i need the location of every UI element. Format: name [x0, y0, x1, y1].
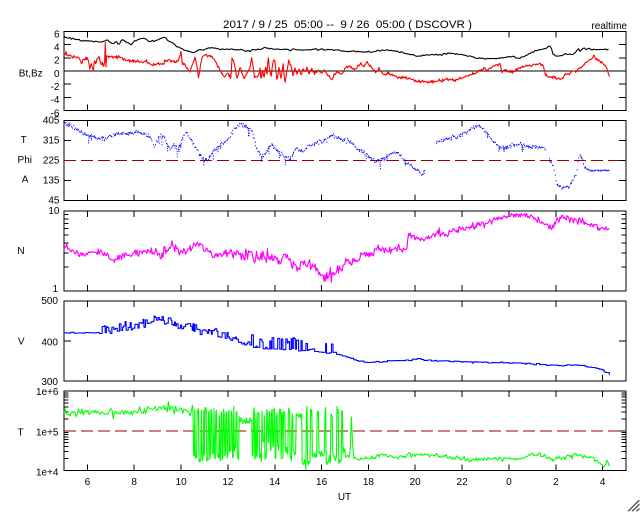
- svg-text:225: 225: [43, 155, 60, 166]
- svg-text:10: 10: [48, 206, 60, 217]
- svg-text:1e+4: 1e+4: [36, 468, 59, 479]
- svg-text:4: 4: [600, 477, 606, 488]
- svg-text:0: 0: [506, 477, 512, 488]
- svg-text:T: T: [21, 135, 27, 146]
- svg-text:-2: -2: [51, 82, 60, 93]
- svg-text:UT: UT: [338, 492, 351, 503]
- svg-text:2017 / 9 / 25 05:00 -- 9 / 2: 2017 / 9 / 25 05:00 -- 9 / 26 05:00 ( DS…: [223, 19, 472, 31]
- svg-text:4: 4: [54, 43, 60, 54]
- svg-text:405: 405: [43, 115, 60, 126]
- svg-text:Bt,Bz: Bt,Bz: [19, 69, 43, 80]
- svg-text:10: 10: [176, 477, 188, 488]
- svg-text:45: 45: [48, 195, 60, 206]
- svg-text:1e+5: 1e+5: [36, 428, 59, 439]
- svg-text:6: 6: [54, 29, 60, 40]
- svg-text:N: N: [17, 246, 24, 257]
- svg-text:300: 300: [41, 377, 58, 388]
- svg-text:1: 1: [52, 284, 58, 295]
- svg-text:-4: -4: [51, 95, 60, 106]
- svg-text:realtime: realtime: [591, 21, 627, 32]
- svg-text:16: 16: [316, 477, 328, 488]
- svg-text:315: 315: [43, 135, 60, 146]
- svg-text:-6: -6: [51, 108, 60, 119]
- svg-text:14: 14: [269, 477, 281, 488]
- svg-text:12: 12: [222, 477, 234, 488]
- svg-text:Phi: Phi: [18, 155, 32, 166]
- svg-text:A: A: [22, 175, 29, 186]
- svg-text:20: 20: [410, 477, 422, 488]
- svg-text:T: T: [17, 428, 23, 439]
- svg-text:18: 18: [363, 477, 375, 488]
- svg-text:8: 8: [131, 477, 137, 488]
- svg-text:500: 500: [41, 296, 58, 307]
- svg-text:22: 22: [457, 477, 469, 488]
- svg-text:2: 2: [553, 477, 559, 488]
- svg-text:2: 2: [54, 56, 60, 67]
- svg-text:135: 135: [43, 175, 60, 186]
- svg-text:0: 0: [54, 69, 60, 80]
- svg-text:V: V: [18, 337, 25, 348]
- svg-text:400: 400: [41, 338, 58, 349]
- svg-text:1e+6: 1e+6: [36, 387, 59, 398]
- svg-text:6: 6: [85, 477, 91, 488]
